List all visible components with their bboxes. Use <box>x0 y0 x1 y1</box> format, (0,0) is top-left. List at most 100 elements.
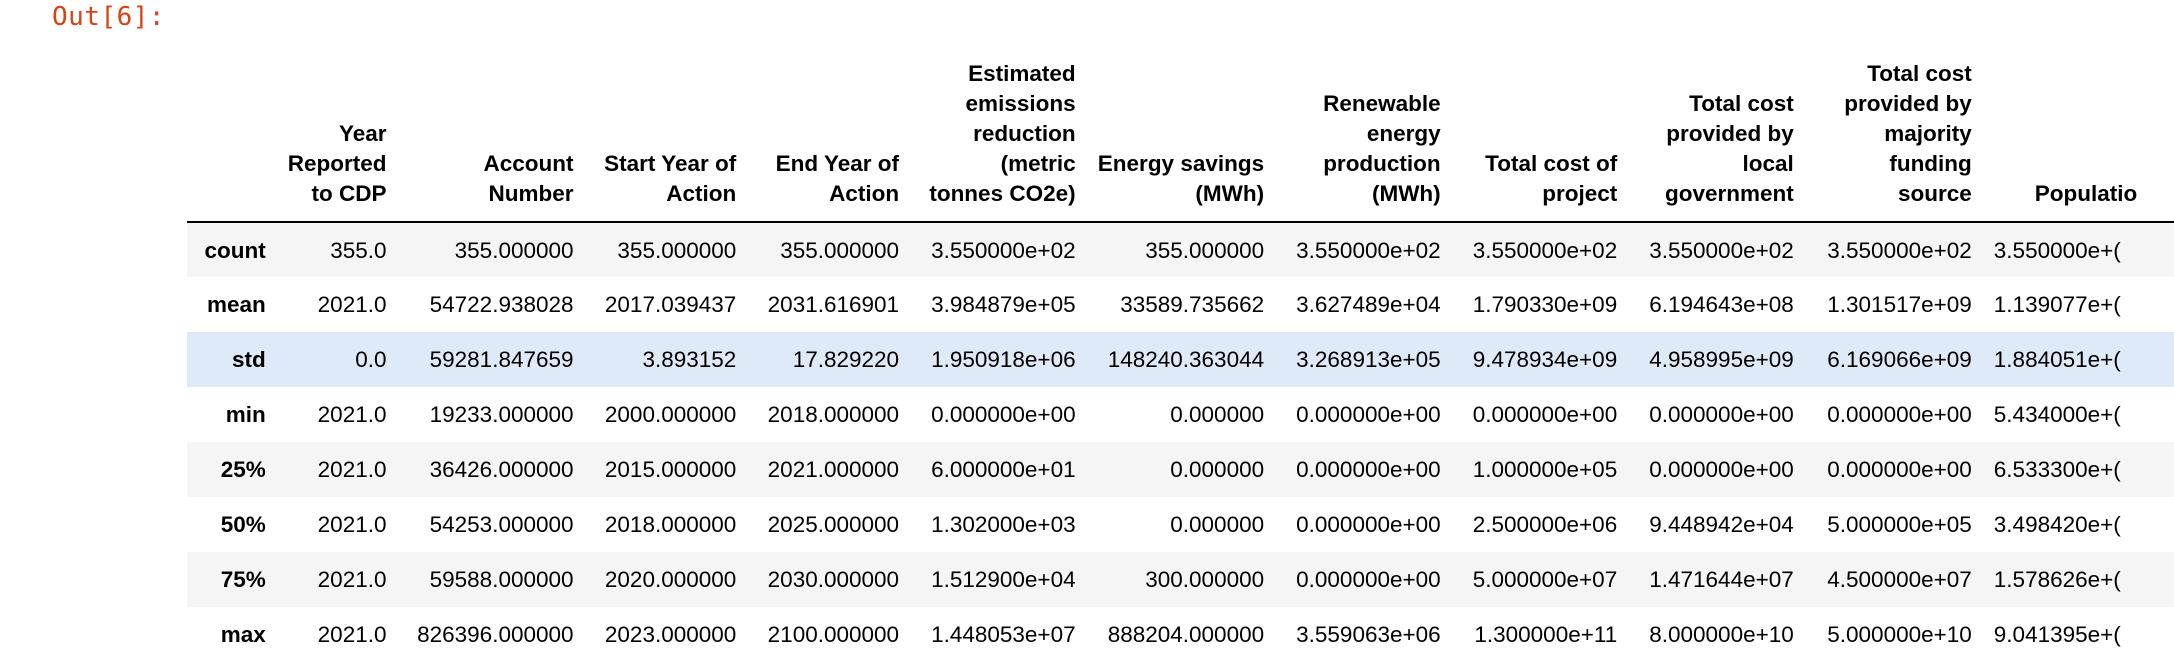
table-cell: 355.000000 <box>1145 238 1265 263</box>
table-cell: 0.000000 <box>1170 456 1265 482</box>
table-cell: 2023.000000 <box>604 621 737 647</box>
table-cell: 0.000000e+00 <box>1296 401 1441 427</box>
table-cell: 0.000000e+00 <box>1827 456 1972 482</box>
table-cell: 59588.000000 <box>429 566 574 592</box>
table-cell: 6.533300e+( <box>1993 456 2121 482</box>
row-label: 50% <box>220 511 266 537</box>
table-cell: 2017.039437 <box>604 291 737 317</box>
table-cell: 0.000000e+00 <box>1472 401 1618 427</box>
table-cell: 6.194643e+08 <box>1649 291 1794 317</box>
table-cell: 4.958995e+09 <box>1649 346 1794 372</box>
table-cell: 2021.000000 <box>767 456 900 482</box>
table-cell: 1.448053e+07 <box>931 621 1076 647</box>
table-cell: 355.000000 <box>454 238 574 263</box>
table-cell: 355.000000 <box>780 238 900 263</box>
table-cell: 0.000000e+00 <box>1296 456 1441 482</box>
table-cell: 1.512900e+04 <box>931 566 1076 592</box>
table-cell: 17.829220 <box>792 346 900 372</box>
row-label: std <box>232 346 266 372</box>
table-cell: 1.950918e+06 <box>931 346 1076 372</box>
table-cell: 9.478934e+09 <box>1472 346 1618 372</box>
column-header: Renewable energy production (MWh) <box>1275 36 1452 223</box>
row-label: 25% <box>220 456 266 482</box>
table-cell: 54253.000000 <box>429 511 574 537</box>
table-cell: 3.893152 <box>642 346 737 372</box>
table-cell: 19233.000000 <box>429 401 574 427</box>
table-cell: 0.000000 <box>1170 401 1265 427</box>
table-cell: 2020.000000 <box>604 566 737 592</box>
table-cell: 5.000000e+07 <box>1472 566 1618 592</box>
table-row: count 355.0 355.000000 355.000000 355.00… <box>187 222 2174 277</box>
table-cell: 2030.000000 <box>767 566 900 592</box>
table-cell: 9.448942e+04 <box>1649 511 1794 537</box>
table-cell: 1.578626e+( <box>1993 566 2121 592</box>
table-cell: 355.0 <box>330 238 387 263</box>
table-cell: 0.000000e+00 <box>1827 401 1972 427</box>
row-label: min <box>225 401 266 427</box>
table-cell: 5.000000e+05 <box>1827 511 1972 537</box>
table-cell: 2031.616901 <box>767 291 900 317</box>
table-cell: 1.790330e+09 <box>1472 291 1618 317</box>
table-cell: 2015.000000 <box>604 456 737 482</box>
table-cell: 0.0 <box>355 346 387 372</box>
column-header: Estimated emissions reduction (metric to… <box>910 36 1087 223</box>
column-header: Start Year of Action <box>584 36 748 223</box>
table-cell: 33589.735662 <box>1120 291 1265 317</box>
table-cell: 0.000000 <box>1170 511 1265 537</box>
table-cell: 355.000000 <box>617 238 737 263</box>
table-cell: 3.550000e+02 <box>1827 238 1972 263</box>
table-row: min 2021.0 19233.000000 2000.000000 2018… <box>187 387 2174 442</box>
table-cell: 2021.0 <box>317 456 387 482</box>
table-row: 75% 2021.0 59588.000000 2020.000000 2030… <box>187 552 2174 607</box>
column-header: Total cost of project <box>1451 36 1629 223</box>
table-cell: 300.000000 <box>1145 566 1265 592</box>
table-cell: 54722.938028 <box>429 291 574 317</box>
table-cell: 8.000000e+10 <box>1649 621 1794 647</box>
table-cell: 3.498420e+( <box>1993 511 2121 537</box>
table-cell: 2.500000e+06 <box>1472 511 1618 537</box>
describe-dataframe-table: Year Reported to CDP Account Number Star… <box>187 36 2174 662</box>
table-cell: 59281.847659 <box>429 346 574 372</box>
table-row-hovered: std 0.0 59281.847659 3.893152 17.829220 … <box>187 332 2174 387</box>
row-label: max <box>220 621 266 647</box>
table-cell: 1.302000e+03 <box>931 511 1076 537</box>
cell-output-area: Year Reported to CDP Account Number Star… <box>187 36 2174 672</box>
table-cell: 3.268913e+05 <box>1296 346 1441 372</box>
table-cell: 3.550000e+02 <box>1649 238 1794 263</box>
row-label: 75% <box>220 566 266 592</box>
column-header: Energy savings (MWh) <box>1086 36 1276 223</box>
table-cell: 3.984879e+05 <box>931 291 1076 317</box>
column-header: End Year of Action <box>747 36 911 223</box>
column-header: Populatio <box>1982 36 2174 223</box>
table-cell: 2018.000000 <box>767 401 900 427</box>
table-cell: 2000.000000 <box>604 401 737 427</box>
table-cell: 148240.363044 <box>1107 346 1265 372</box>
table-cell: 6.000000e+01 <box>931 456 1076 482</box>
table-cell: 3.550000e+02 <box>1472 238 1618 263</box>
table-cell: 2018.000000 <box>604 511 737 537</box>
header-row: Year Reported to CDP Account Number Star… <box>187 36 2174 223</box>
table-cell: 3.627489e+04 <box>1296 291 1441 317</box>
table-cell: 1.471644e+07 <box>1649 566 1794 592</box>
table-cell: 2025.000000 <box>767 511 900 537</box>
table-cell: 0.000000e+00 <box>1296 511 1441 537</box>
table-cell: 1.884051e+( <box>1993 346 2121 372</box>
table-cell: 826396.000000 <box>417 621 574 647</box>
table-cell: 2021.0 <box>317 621 387 647</box>
row-label: mean <box>206 291 266 317</box>
table-cell: 3.550000e+02 <box>1296 238 1441 263</box>
column-header: Year Reported to CDP <box>276 36 398 223</box>
output-prompt: Out[6]: <box>52 2 166 32</box>
table-cell: 3.550000e+02 <box>931 238 1076 263</box>
table-cell: 3.559063e+06 <box>1296 621 1441 647</box>
table-cell: 1.000000e+05 <box>1472 456 1618 482</box>
table-cell: 2021.0 <box>317 511 387 537</box>
table-cell: 6.169066e+09 <box>1827 346 1972 372</box>
table-cell: 1.300000e+11 <box>1474 621 1618 647</box>
index-header <box>187 36 277 223</box>
table-cell: 0.000000e+00 <box>1649 456 1794 482</box>
row-label: count <box>204 238 266 263</box>
table-cell: 2021.0 <box>317 291 387 317</box>
table-cell: 1.139077e+( <box>1993 291 2121 317</box>
column-header: Total cost provided by majority funding … <box>1804 36 1983 223</box>
